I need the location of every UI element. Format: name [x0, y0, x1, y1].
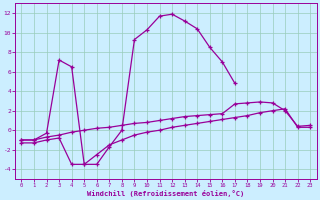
X-axis label: Windchill (Refroidissement éolien,°C): Windchill (Refroidissement éolien,°C): [87, 190, 244, 197]
